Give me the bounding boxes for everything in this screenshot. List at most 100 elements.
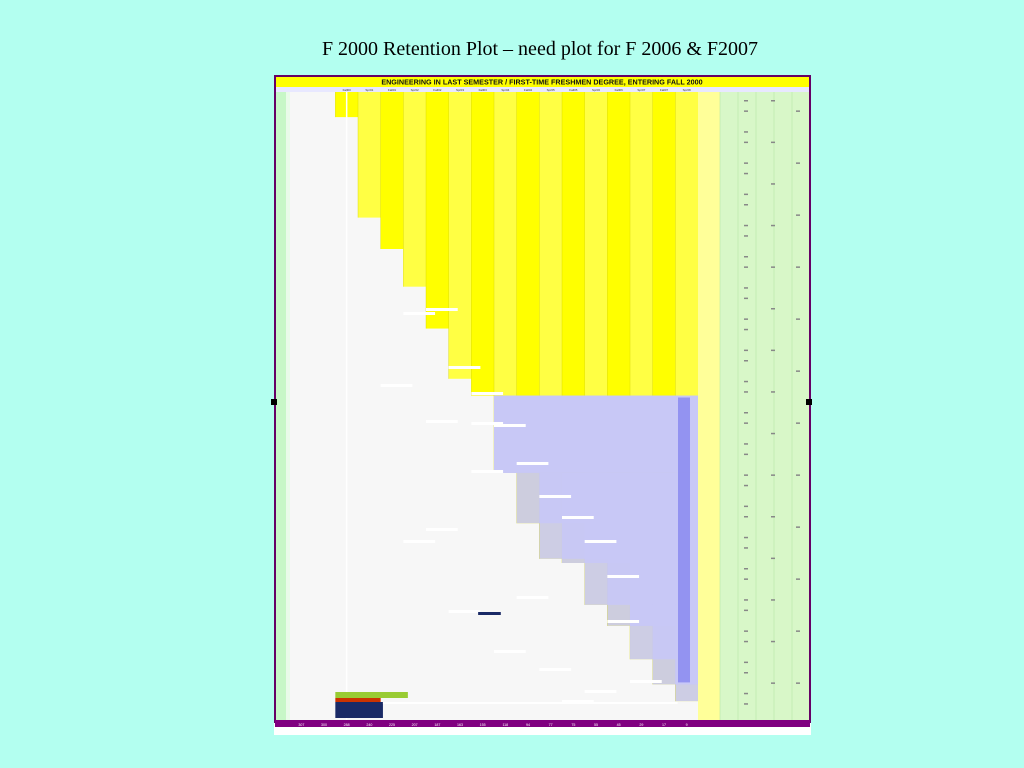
footer-count: 187 (434, 723, 440, 727)
stopout-gap (630, 680, 662, 683)
stats-mark (744, 422, 748, 424)
stats-mark (744, 193, 748, 196)
stopout-gap (607, 620, 640, 623)
column-header-label: Fall04 (524, 88, 533, 92)
stopout-gap (471, 422, 504, 425)
footer-count: 155 (480, 723, 486, 727)
stats-mark (796, 318, 800, 320)
footer-counts: 307 300 288 240 225 207 187 163 155 118 94 77 75 55 45… (298, 723, 687, 727)
right-marker (806, 399, 812, 405)
footer-count: 300 (321, 723, 327, 727)
stats-mark (744, 224, 748, 227)
footer-count: 94 (526, 723, 530, 727)
stats-col-a (698, 92, 720, 720)
stats-mark (744, 599, 748, 601)
column-header-label: Fall07 (660, 88, 669, 92)
stats-mark (744, 162, 748, 164)
stats-mark (796, 526, 800, 528)
stats-mark (744, 630, 748, 632)
enrolled-bar (403, 92, 427, 287)
column-header-label: Fall06 (615, 88, 624, 92)
stats-mark (744, 256, 748, 258)
column-header-label: Spr07 (637, 88, 645, 92)
stats-mark (744, 172, 748, 175)
stats-mark (744, 661, 748, 664)
footer-count: 29 (639, 723, 643, 727)
column-header-label: Fall05 (569, 88, 578, 92)
stats-mark (771, 308, 775, 310)
stats-mark (744, 692, 748, 695)
column-header-label: Spr05 (547, 88, 555, 92)
stats-mark (744, 453, 748, 456)
stats-mark (744, 516, 748, 518)
stopout-gap (403, 540, 436, 543)
stats-mark (744, 547, 748, 549)
stats-mark (744, 412, 748, 414)
stats-mark (744, 360, 748, 362)
stats-mark (744, 703, 748, 705)
stopout-gap (403, 312, 436, 315)
stats-mark (796, 630, 800, 632)
stopout-gap (516, 596, 549, 599)
column-header-label: Spr06 (592, 88, 600, 92)
stats-mark (771, 224, 775, 227)
stats-mark (771, 266, 775, 268)
column-header-label: Fall02 (433, 88, 442, 92)
bottom-row-red (335, 698, 381, 702)
stopout-gap (562, 516, 594, 519)
stats-mark (744, 297, 748, 300)
stats-mark (744, 266, 748, 268)
stats-col-b (720, 92, 810, 720)
column-header-label: Spr04 (501, 88, 509, 92)
retention-heatmap: ENGINEERING IN LAST SEMESTER / FIRST-TIM… (274, 75, 811, 735)
stopout-gap (448, 366, 481, 369)
column-header-label: Fall03 (479, 88, 488, 92)
enrolled-bar (471, 92, 495, 396)
stats-mark (771, 474, 775, 476)
stats-mark (796, 422, 800, 424)
stopout-gap (494, 424, 526, 427)
stats-mark (744, 609, 748, 612)
stats-mark (771, 640, 775, 643)
stats-mark (771, 183, 775, 185)
stats-mark (796, 578, 800, 580)
stopout-gap (562, 700, 594, 703)
stats-mark (744, 640, 748, 643)
chart-title: ENGINEERING IN LAST SEMESTER / FIRST-TIM… (381, 78, 702, 87)
stats-mark (744, 287, 748, 289)
navy-tick (478, 612, 501, 615)
footer-count: 307 (298, 723, 304, 727)
footer-count: 207 (412, 723, 418, 727)
chart-header-band (276, 77, 810, 87)
footer-count: 77 (549, 723, 553, 727)
column-headers: Fall00 Spr01 Fall01 Spr02 Fall02 Spr03 Fall03 S… (343, 88, 691, 92)
stats-columns (698, 92, 810, 720)
footer-count: 225 (389, 723, 395, 727)
bottom-row-green (335, 692, 408, 698)
enrolled-bar (380, 92, 404, 249)
stats-mark (744, 443, 748, 445)
stats-mark (744, 235, 748, 237)
stats-mark (744, 110, 748, 112)
stopout-gap (426, 308, 458, 311)
footer-count: 17 (662, 723, 666, 727)
id-column-2 (286, 92, 290, 721)
stats-mark (744, 328, 748, 331)
stats-mark (771, 682, 775, 684)
stats-mark (771, 599, 775, 601)
column-header-strip (276, 87, 810, 92)
chart-footer-band (275, 720, 810, 727)
stats-mark (771, 557, 775, 560)
stopout-gap (584, 690, 617, 693)
stats-mark (744, 100, 748, 102)
stats-mark (796, 214, 800, 216)
stats-mark (796, 266, 800, 268)
footer-count: 45 (617, 723, 621, 727)
retention-matrix (290, 92, 699, 720)
stats-mark (771, 349, 775, 352)
bottom-row-navy (335, 702, 383, 718)
stats-mark (744, 505, 748, 508)
column-header-label: Spr08 (683, 88, 691, 92)
footer-count: 163 (457, 723, 463, 727)
stats-mark (744, 568, 748, 570)
